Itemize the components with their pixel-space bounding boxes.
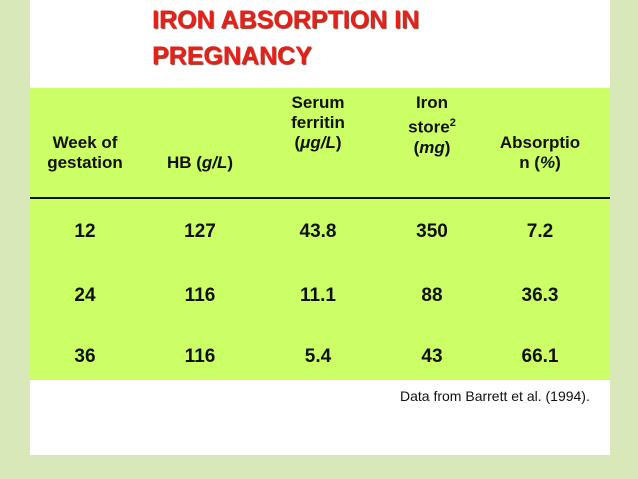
text: ): [444, 137, 451, 157]
header-line: Week of: [25, 133, 145, 153]
header-line: store2: [372, 113, 492, 138]
table-cell: 350: [416, 221, 448, 242]
title-line: IRON ABSORPTION IN: [152, 6, 420, 34]
header-line: ferritin: [258, 113, 378, 133]
header-line: Iron: [372, 93, 492, 113]
table-cell: 12: [74, 221, 96, 242]
table-cell: 5.4: [304, 346, 332, 367]
text: (: [413, 137, 420, 157]
title: IRON ABSORPTION IN PREGNANCY: [152, 2, 419, 74]
source-note: Data from Barrett et al. (1994).: [400, 388, 590, 404]
text: HB (: [166, 153, 202, 172]
table-cell: 116: [184, 346, 216, 367]
table-cell: 116: [184, 285, 216, 306]
table-cell: 36: [74, 346, 96, 367]
text: gestation: [47, 153, 123, 172]
text: Absorptio: [499, 133, 581, 152]
header-cell: Absorptio n (%): [480, 133, 600, 173]
header-cell: HB (g/L): [140, 153, 260, 173]
header-line: (μg/L): [258, 133, 378, 153]
text: Iron: [415, 93, 449, 112]
header-line: n (%): [480, 153, 600, 173]
header-cell: Week of gestation: [25, 133, 145, 173]
title-line: PREGNANCY: [152, 42, 312, 70]
header-cell: Iron store2 (mg): [372, 93, 492, 158]
text: ): [227, 153, 234, 172]
table: [30, 88, 610, 380]
table-cell: 7.2: [526, 221, 554, 242]
text: n (: [519, 153, 540, 172]
text: ferritin: [291, 113, 345, 132]
header-line: Serum: [258, 93, 378, 113]
unit: μg/L: [300, 133, 336, 152]
table-cell: 88: [421, 285, 443, 306]
table-cell: 127: [184, 221, 216, 242]
header-cell: Serum ferritin (μg/L): [258, 93, 378, 153]
superscript: 2: [449, 117, 456, 129]
table-cell: 24: [74, 285, 96, 306]
header-rule: [30, 197, 610, 199]
header-line: gestation: [25, 153, 145, 173]
header-line: (mg): [372, 138, 492, 158]
unit: %: [539, 153, 556, 172]
text: Serum: [291, 93, 345, 112]
header-line: HB (g/L): [140, 153, 260, 173]
text: Week of: [52, 133, 118, 152]
table-cell: 11.1: [300, 285, 336, 306]
table-cell: 36.3: [521, 285, 559, 306]
table-cell: 66.1: [521, 346, 559, 367]
unit: mg: [419, 137, 445, 157]
table-cell: 43: [421, 346, 443, 367]
table-cell: 43.8: [299, 221, 337, 242]
text: ): [555, 153, 561, 172]
header-line: Absorptio: [480, 133, 600, 153]
text: (: [294, 133, 301, 152]
text: ): [335, 133, 342, 152]
unit: g/L: [201, 153, 228, 172]
text: store: [408, 117, 450, 137]
